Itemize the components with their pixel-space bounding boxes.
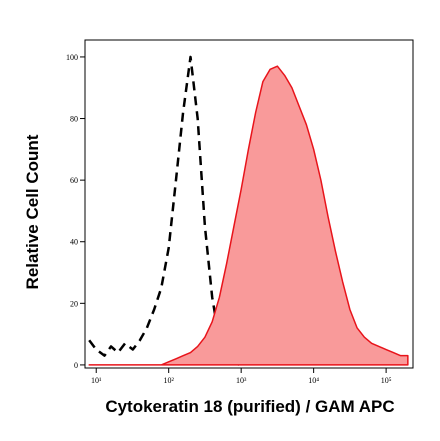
y-tick-label: 80: [70, 115, 78, 124]
y-axis-title: Relative Cell Count: [23, 134, 42, 289]
y-tick-label: 60: [70, 176, 78, 185]
x-tick-label: 10⁴: [308, 376, 319, 385]
y-tick-label: 100: [66, 53, 78, 62]
y-tick-label: 40: [70, 238, 78, 247]
x-tick-label: 10²: [163, 376, 174, 385]
plot-frame: [84, 39, 414, 369]
x-tick-label: 10³: [236, 376, 247, 385]
line: [88, 55, 242, 367]
y-tick-label: 20: [70, 299, 78, 308]
x-tick-label: 10⁵: [381, 376, 392, 385]
x-axis-title: Cytokeratin 18 (purified) / GAM APC: [105, 397, 394, 416]
y-tick-label: 0: [74, 361, 78, 370]
x-tick-label: 10¹: [91, 376, 102, 385]
area: [88, 65, 409, 366]
